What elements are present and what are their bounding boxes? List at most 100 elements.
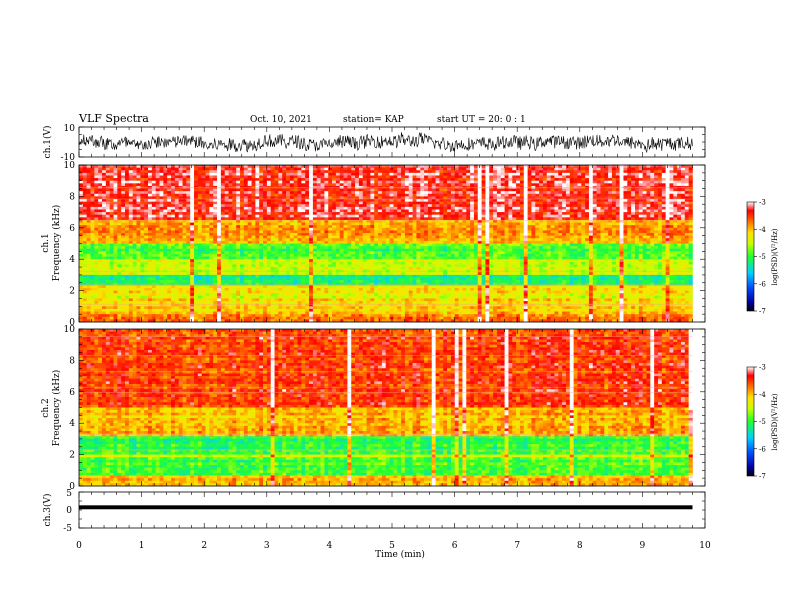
ch1-spec-cell bbox=[213, 183, 217, 186]
ch1-spec-cell bbox=[359, 220, 363, 223]
ch1-spec-cell bbox=[600, 233, 604, 236]
ch1-spec-cell bbox=[117, 230, 121, 233]
ch1-spec-cell bbox=[390, 215, 394, 218]
ch1-spec-cell bbox=[340, 204, 344, 207]
ch1-spec-cell bbox=[378, 215, 382, 218]
ch1-spec-cell bbox=[524, 191, 528, 194]
ch1-spec-cell bbox=[416, 168, 420, 171]
ch1-spec-cell bbox=[501, 181, 505, 184]
ch1-spec-cell bbox=[577, 170, 581, 173]
ch1-spec-cell bbox=[574, 191, 578, 194]
ch1-spec-cell bbox=[370, 170, 374, 173]
ch1-spec-cell bbox=[324, 230, 328, 233]
ch1-spec-cell bbox=[447, 207, 451, 210]
ch1-spec-cell bbox=[267, 228, 271, 231]
ch1-spec-cell bbox=[600, 215, 604, 218]
ch1-spec-cell bbox=[363, 194, 367, 197]
ch1-spec-cell bbox=[528, 215, 532, 218]
ch1-spec-cell bbox=[623, 168, 627, 171]
ch1-spec-cell bbox=[474, 241, 478, 244]
ch1-spec-cell bbox=[301, 223, 305, 226]
ch1-spec-cell bbox=[531, 228, 535, 231]
ch1-spec-cell bbox=[106, 215, 110, 218]
ch1-spec-cell bbox=[455, 212, 459, 215]
ch1-spec-cell bbox=[106, 230, 110, 233]
ch1-spec-cell bbox=[593, 228, 597, 231]
ch1-spec-cell bbox=[570, 209, 574, 212]
ch1-spec-cell bbox=[202, 244, 206, 247]
ch1-spec-cell bbox=[413, 189, 417, 192]
ch1-spec-cell bbox=[102, 173, 106, 176]
ch1-spec-cell bbox=[524, 225, 528, 228]
ch1-spec-cell bbox=[87, 225, 91, 228]
ch1-spec-cell bbox=[436, 183, 440, 186]
ch1-spec-cell bbox=[397, 236, 401, 239]
ch1-spec-cell bbox=[585, 199, 589, 202]
ch1-spec-cell bbox=[225, 173, 229, 176]
ch1-spec-cell bbox=[94, 189, 98, 192]
ch1-spec-cell bbox=[117, 170, 121, 173]
ch1-spec-cell bbox=[439, 207, 443, 210]
ch1-spec-cell bbox=[171, 241, 175, 244]
ch1-spec-cell bbox=[528, 220, 532, 223]
ch1-spec-cell bbox=[462, 181, 466, 184]
ch1-spec-cell bbox=[451, 241, 455, 244]
ch1-spec-cell bbox=[539, 189, 543, 192]
ch1-spec-cell bbox=[175, 191, 179, 194]
ch1-spec-cell bbox=[267, 183, 271, 186]
ch1-spec-cell bbox=[401, 173, 405, 176]
ch1-spec-cell bbox=[144, 189, 148, 192]
ch1-spec-cell bbox=[643, 220, 647, 223]
ch1-spec-cell bbox=[489, 199, 493, 202]
ch1-spec-cell bbox=[367, 186, 371, 189]
ch1-spec-cell bbox=[524, 173, 528, 176]
ch1-spec-cell bbox=[190, 202, 194, 205]
ch1-spec-cell bbox=[608, 173, 612, 176]
ch1-spec-cell bbox=[673, 178, 677, 181]
ch1-spec-cell bbox=[91, 209, 95, 212]
ch1-spec-cell bbox=[677, 220, 681, 223]
ch1-spec-cell bbox=[305, 228, 309, 231]
ch1-spec-cell bbox=[378, 183, 382, 186]
ch1-spec-cell bbox=[324, 194, 328, 197]
ch1-spec-cell bbox=[248, 191, 252, 194]
ch1-spec-cell bbox=[232, 186, 236, 189]
ch1-spec-cell bbox=[681, 204, 685, 207]
ch1-spec-cell bbox=[156, 215, 160, 218]
ch1-spec-cell bbox=[462, 220, 466, 223]
ch1-spec-cell bbox=[179, 178, 183, 181]
ch1-spec-cell bbox=[217, 212, 221, 215]
ch1-spec-cell bbox=[355, 183, 359, 186]
ch1-spec-cell bbox=[259, 241, 263, 244]
ch1-spec-cell bbox=[309, 204, 313, 207]
ch1-spec-cell bbox=[133, 244, 137, 247]
ch1-spec-cell bbox=[443, 181, 447, 184]
ch1-spec-cell bbox=[213, 230, 217, 233]
ch1-spec-cell bbox=[378, 168, 382, 171]
ch1-spec-cell bbox=[677, 230, 681, 233]
ch1-spec-cell bbox=[551, 207, 555, 210]
ch1-spec-cell bbox=[102, 191, 106, 194]
ch1-spec-cell bbox=[102, 220, 106, 223]
ch1-spec-cell bbox=[83, 173, 87, 176]
ch1-spec-cell bbox=[455, 168, 459, 171]
ch1-spec-cell bbox=[554, 212, 558, 215]
ch1-spec-cell bbox=[236, 202, 240, 205]
ch1-spec-cell bbox=[485, 168, 489, 171]
ch1-spec-cell bbox=[263, 204, 267, 207]
ch1-spec-cell bbox=[367, 228, 371, 231]
ch1-spec-cell bbox=[535, 191, 539, 194]
ch1-spec-cell bbox=[520, 215, 524, 218]
ch1-spec-cell bbox=[574, 217, 578, 220]
ch1-spec-cell bbox=[677, 189, 681, 192]
ch1-spec-cell bbox=[616, 189, 620, 192]
ch1-spec-cell bbox=[244, 175, 248, 178]
ch1-spec-cell bbox=[436, 225, 440, 228]
ch1-spec-cell bbox=[639, 191, 643, 194]
ch1-spec-cell bbox=[489, 178, 493, 181]
ch1-spec-cell bbox=[163, 209, 167, 212]
ch1-spec-cell bbox=[547, 207, 551, 210]
ch1-spec-cell bbox=[654, 212, 658, 215]
ch1-spec-cell bbox=[351, 170, 355, 173]
ch1-spec-cell bbox=[432, 217, 436, 220]
